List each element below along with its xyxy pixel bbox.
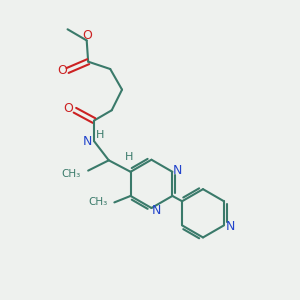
Text: O: O bbox=[57, 64, 67, 77]
Text: N: N bbox=[173, 164, 182, 177]
Text: O: O bbox=[64, 102, 74, 115]
Text: H: H bbox=[125, 152, 134, 162]
Text: N: N bbox=[152, 204, 161, 217]
Text: N: N bbox=[83, 135, 92, 148]
Text: O: O bbox=[82, 29, 92, 42]
Text: CH₃: CH₃ bbox=[88, 197, 108, 207]
Text: N: N bbox=[226, 220, 235, 233]
Text: H: H bbox=[96, 130, 105, 140]
Text: CH₃: CH₃ bbox=[61, 169, 81, 178]
